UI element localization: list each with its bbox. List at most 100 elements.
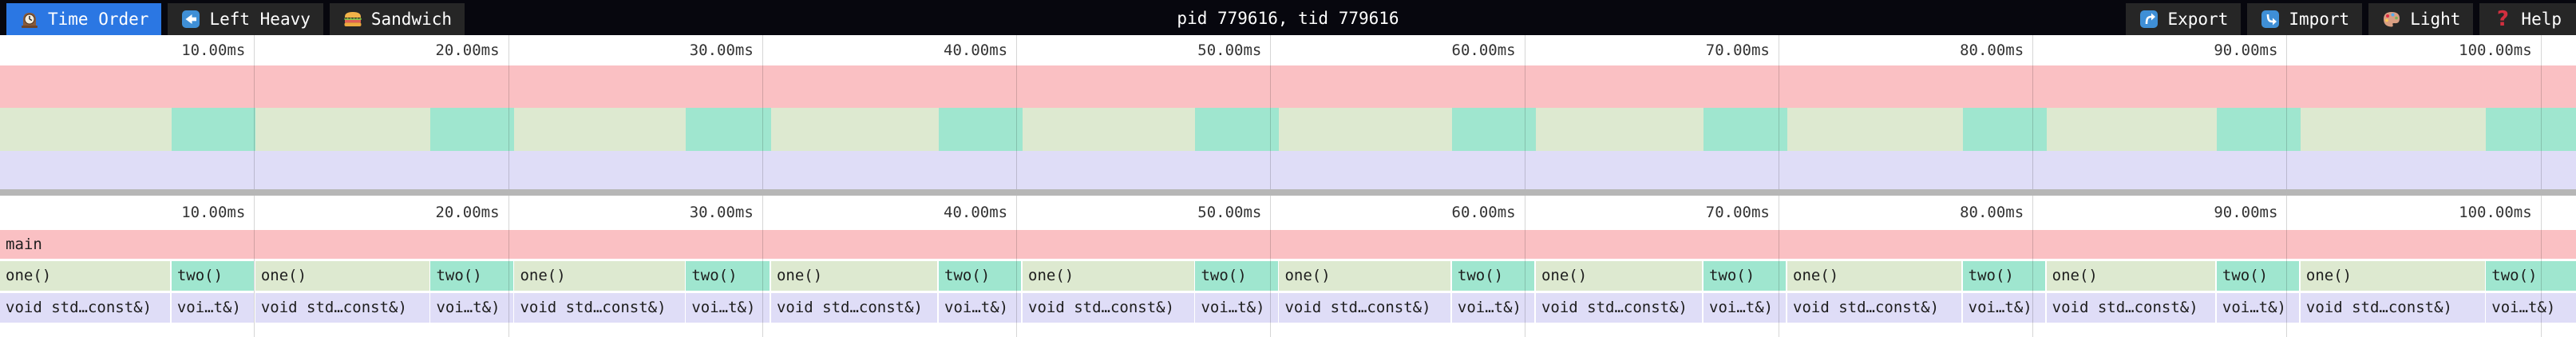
minimap-one-bar	[1279, 108, 1452, 151]
frame-two[interactable]: two()	[1195, 261, 1278, 291]
minimap-one-bar	[514, 108, 687, 151]
frame-one[interactable]: one()	[1535, 261, 1703, 291]
frame-one[interactable]: one()	[1279, 261, 1451, 291]
minimap-two-bar	[686, 108, 771, 151]
ruler-tick-label: 60.00ms	[1451, 204, 1516, 221]
frame-one-detail[interactable]: void std…const&)	[770, 293, 938, 323]
frame-two-detail[interactable]: voi…t&)	[2216, 293, 2300, 323]
frame-one[interactable]: one()	[255, 261, 429, 291]
minimap-divider	[0, 189, 2576, 196]
tab-label: Sandwich	[370, 10, 453, 29]
frame-two-detail[interactable]: voi…t&)	[1451, 293, 1535, 323]
frame-two-detail[interactable]: voi…t&)	[2486, 293, 2576, 323]
frame-two[interactable]: two()	[171, 261, 255, 291]
frame-two[interactable]: two()	[1703, 261, 1787, 291]
ruler-tick-label: 40.00ms	[944, 42, 1008, 59]
frame-one[interactable]: one()	[514, 261, 685, 291]
minimap-two-bar	[430, 108, 515, 151]
frame-two[interactable]: two()	[1962, 261, 2046, 291]
gridline	[1016, 196, 1017, 337]
frame-two[interactable]: two()	[939, 261, 1022, 291]
tab-label: Import	[2289, 10, 2350, 29]
minimap-row-main	[0, 65, 2576, 108]
minimap-two-bar	[939, 108, 1023, 151]
frame-main[interactable]: main	[0, 230, 2576, 259]
tab-import[interactable]: Import	[2247, 3, 2363, 35]
frame-one[interactable]: one()	[2046, 261, 2216, 291]
gridline	[254, 35, 255, 189]
ruler-tick-label: 70.00ms	[1705, 42, 1770, 59]
minimap-ruler: 10.00ms 20.00ms 30.00ms 40.00ms 50.00ms 60.00…	[0, 35, 2576, 65]
minimap-two-bar	[2486, 108, 2576, 151]
ruler-tick-label: 20.00ms	[435, 204, 500, 221]
frame-one-detail[interactable]: void std…const&)	[2300, 293, 2485, 323]
ruler-tick-label: 40.00ms	[944, 204, 1008, 221]
gridline	[762, 196, 763, 337]
minimap-one-bar	[0, 108, 172, 151]
ruler-tick-label: 30.00ms	[689, 204, 754, 221]
frame-one-detail[interactable]: void std…const&)	[1787, 293, 1962, 323]
frame-two-detail[interactable]: voi…t&)	[686, 293, 770, 323]
gridline	[1270, 196, 1271, 337]
gridline	[508, 35, 509, 189]
frame-two[interactable]: two()	[2486, 261, 2576, 291]
tab-label: Light	[2410, 10, 2461, 29]
tab-label: Left Heavy	[209, 10, 311, 29]
frame-one-detail[interactable]: void std…const&)	[1535, 293, 1703, 323]
frame-two-detail[interactable]: voi…t&)	[939, 293, 1022, 323]
frame-two-detail[interactable]: voi…t&)	[171, 293, 255, 323]
tab-time-order[interactable]: Time Order	[6, 3, 162, 35]
frame-two[interactable]: two()	[1451, 261, 1535, 291]
ruler-tick-label: 10.00ms	[181, 204, 246, 221]
tab-export[interactable]: Export	[2126, 3, 2242, 35]
frame-one-detail[interactable]: void std…const&)	[1023, 293, 1194, 323]
tab-theme[interactable]: Light	[2368, 3, 2474, 35]
ruler-tick-label: 50.00ms	[1197, 204, 1262, 221]
gridline	[2286, 35, 2287, 189]
frame-one[interactable]: one()	[0, 261, 171, 291]
frame-two-detail[interactable]: voi…t&)	[1195, 293, 1278, 323]
frame-one-detail[interactable]: void std…const&)	[2046, 293, 2216, 323]
ruler-tick-label: 10.00ms	[181, 42, 246, 59]
clock-icon	[19, 9, 40, 30]
frame-one[interactable]: one()	[770, 261, 938, 291]
tab-help[interactable]: ? Help	[2479, 3, 2576, 35]
ruler-tick-label: 90.00ms	[2214, 42, 2278, 59]
flamechart-row-void: void std…const&) voi…t&) void std…const&) v…	[0, 293, 2576, 323]
minimap-one-bar	[2300, 108, 2487, 151]
frame-one[interactable]: one()	[1023, 261, 1194, 291]
ruler-tick-label: 100.00ms	[2459, 204, 2532, 221]
minimap[interactable]: 10.00ms 20.00ms 30.00ms 40.00ms 50.00ms 60.00…	[0, 35, 2576, 189]
frame-one-detail[interactable]: void std…const&)	[0, 293, 171, 323]
frame-two[interactable]: two()	[2216, 261, 2300, 291]
tab-label: Time Order	[48, 10, 149, 29]
frame-two-detail[interactable]: voi…t&)	[430, 293, 513, 323]
frame-one[interactable]: one()	[1787, 261, 1962, 291]
frame-two[interactable]: two()	[686, 261, 770, 291]
ruler-tick-label: 80.00ms	[1960, 204, 2024, 221]
view-tabs: Time Order Left Heavy Sandwich	[0, 3, 465, 35]
frame-one-detail[interactable]: void std…const&)	[514, 293, 685, 323]
gridline	[1270, 35, 1271, 189]
left-arrow-icon	[180, 9, 201, 30]
frame-one-detail[interactable]: void std…const&)	[255, 293, 429, 323]
gridline	[2286, 196, 2287, 337]
frame-one-detail[interactable]: void std…const&)	[1279, 293, 1451, 323]
frame-two-detail[interactable]: voi…t&)	[1962, 293, 2046, 323]
minimap-one-bar	[770, 108, 939, 151]
flamechart-row-main: main	[0, 230, 2576, 259]
flamechart[interactable]: 10.00ms 20.00ms 30.00ms 40.00ms 50.00ms 60.00…	[0, 196, 2576, 337]
gridline	[2032, 35, 2033, 189]
tab-left-heavy[interactable]: Left Heavy	[168, 3, 323, 35]
frame-two-detail[interactable]: voi…t&)	[1703, 293, 1787, 323]
gridline	[2032, 196, 2033, 337]
ruler-tick-label: 30.00ms	[689, 42, 754, 59]
minimap-one-bar	[1535, 108, 1703, 151]
tab-sandwich[interactable]: Sandwich	[329, 3, 465, 35]
minimap-void-bar	[0, 151, 2576, 189]
frame-two[interactable]: two()	[430, 261, 513, 291]
ruler-tick-label: 100.00ms	[2459, 42, 2532, 59]
gridline	[2541, 196, 2542, 337]
minimap-two-bar	[2216, 108, 2301, 151]
frame-one[interactable]: one()	[2300, 261, 2485, 291]
